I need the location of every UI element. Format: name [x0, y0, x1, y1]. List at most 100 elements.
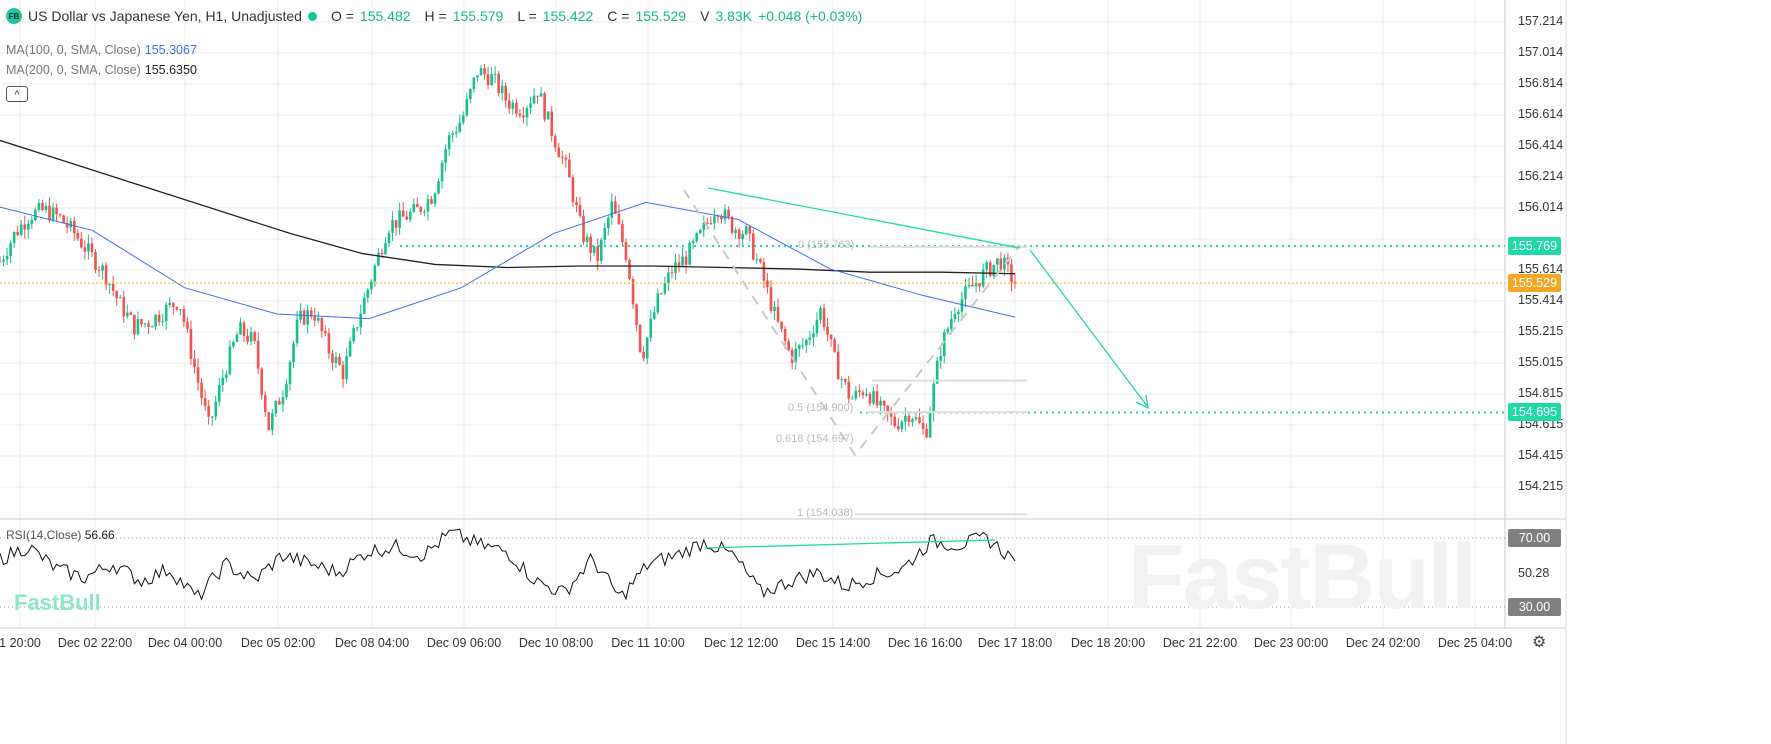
candle-body — [599, 239, 603, 261]
candle-body — [341, 364, 345, 380]
candle-body — [500, 85, 504, 93]
candle-body — [858, 390, 861, 393]
candle-body — [564, 157, 568, 160]
candle-body — [239, 322, 242, 335]
candle-body — [783, 328, 787, 342]
candle-body — [794, 348, 798, 363]
ma100-legend[interactable]: MA(100, 0, SMA, Close) 155.3067 — [6, 43, 197, 57]
candle-body — [447, 135, 451, 150]
candle-body — [214, 401, 218, 417]
candle-body — [380, 252, 384, 255]
candle-body — [741, 234, 744, 239]
candle-body — [886, 405, 889, 414]
candle-body — [621, 223, 624, 242]
candle-body — [94, 251, 97, 270]
ma200-legend[interactable]: MA(200, 0, SMA, Close) 155.6350 — [6, 63, 197, 77]
candle-body — [221, 377, 225, 386]
candle-body — [596, 246, 599, 261]
symbol-title[interactable]: US Dollar vs Japanese Yen, H1, Unadjuste… — [28, 8, 302, 24]
candle-body — [26, 223, 30, 230]
candle-body — [108, 283, 111, 285]
candle-body — [546, 111, 550, 120]
candle-body — [384, 243, 387, 255]
low-value: 155.422 — [542, 8, 594, 24]
candle-body — [16, 231, 19, 235]
candle-body — [872, 391, 875, 404]
ma200-value: 155.6350 — [144, 63, 197, 77]
candle-body — [416, 203, 419, 208]
candle-body — [935, 360, 939, 384]
time-tick: Dec 12 12:00 — [703, 636, 779, 650]
time-tick: Dec 04 00:00 — [147, 636, 223, 650]
candle-body — [129, 312, 133, 315]
price-tick: 154.815 — [1518, 385, 1564, 400]
candle-body — [72, 220, 76, 234]
rsi-trend-line — [704, 539, 996, 549]
candle-body — [882, 400, 886, 406]
candle-body — [589, 236, 592, 254]
chevron-up-icon[interactable]: ^ — [6, 86, 28, 102]
candle-body — [808, 337, 812, 341]
candle-body — [921, 423, 925, 429]
candle-body — [285, 384, 288, 398]
candle-body — [854, 390, 858, 399]
candle-body — [437, 181, 440, 194]
candle-body — [684, 256, 688, 265]
candle-body — [996, 258, 999, 265]
candle-body — [44, 205, 48, 211]
candle-body — [557, 147, 561, 158]
candle-body — [960, 299, 964, 312]
price-tick: 156.414 — [1518, 138, 1564, 152]
candle-body — [150, 326, 154, 328]
time-tick: Dec 18 20:00 — [1070, 636, 1146, 650]
candle-body — [331, 353, 334, 363]
candle-body — [118, 297, 122, 299]
candle-body — [893, 416, 897, 427]
candle-body — [274, 401, 278, 414]
candle-body — [737, 229, 741, 239]
gear-icon[interactable]: ⚙ — [1532, 634, 1547, 651]
candle-body — [426, 199, 430, 212]
candle-body — [914, 417, 918, 420]
candle-body — [539, 93, 543, 97]
candle-body — [840, 379, 844, 381]
candle-body — [34, 209, 37, 220]
candle-body — [617, 213, 621, 224]
candle-body — [967, 284, 971, 287]
candle-body — [0, 261, 2, 263]
candle-body — [649, 318, 653, 338]
candle-body — [826, 326, 829, 335]
time-tick: Dec 10 08:00 — [518, 636, 594, 650]
ma200-label: MA(200, 0, SMA, Close) — [6, 63, 141, 77]
candle-body — [971, 284, 974, 287]
candle-body — [787, 341, 790, 351]
rsi-upper-tag: 70.00 — [1508, 529, 1561, 547]
candle-body — [553, 136, 557, 148]
price-tick: 155.215 — [1518, 323, 1564, 338]
candle-body — [918, 417, 921, 424]
candle-body — [603, 228, 607, 240]
candle-body — [532, 95, 536, 104]
candle-body — [833, 339, 836, 352]
candle-body — [394, 220, 398, 228]
candle-body — [486, 74, 490, 86]
candle-body — [246, 335, 249, 342]
candle-body — [164, 305, 168, 322]
candle-body — [642, 351, 645, 359]
candle-body — [847, 381, 851, 399]
candle-body — [974, 283, 978, 287]
candle-body — [143, 323, 147, 325]
candle-body — [812, 333, 815, 338]
candle-body — [313, 316, 317, 321]
candle-body — [48, 205, 51, 221]
candle-body — [419, 207, 423, 212]
candle-body — [465, 99, 469, 116]
candle-body — [592, 246, 596, 254]
close-label: C = — [607, 8, 630, 24]
candle-body — [957, 311, 960, 315]
price-tick: 156.214 — [1518, 169, 1564, 183]
candle-body — [677, 262, 681, 266]
candle-body — [444, 149, 447, 163]
rsi-legend[interactable]: RSI(14,Close) 56.66 — [6, 528, 115, 542]
